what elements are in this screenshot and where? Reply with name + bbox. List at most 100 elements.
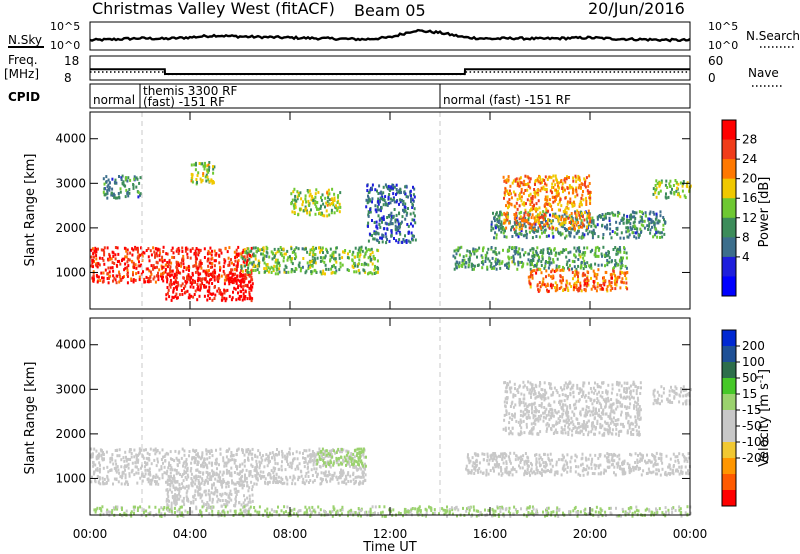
scatter-cell (219, 288, 221, 292)
scatter-cell (283, 505, 286, 509)
scatter-cell (604, 212, 607, 216)
scatter-cell (323, 451, 326, 455)
scatter-cell (325, 201, 328, 205)
scatter-cell (168, 461, 171, 465)
scatter-cell (242, 480, 245, 484)
scatter-cell (208, 269, 210, 273)
scatter-cell (238, 477, 241, 481)
nave-label: Nave (748, 66, 779, 80)
scatter-cell (539, 189, 542, 193)
scatter-cell (190, 477, 193, 480)
scatter-cell (96, 265, 99, 269)
scatter-cell (565, 234, 568, 238)
scatter-cell (519, 176, 522, 180)
scatter-cell (578, 202, 581, 206)
scatter-cell (201, 162, 204, 166)
scatter-cell (520, 227, 523, 231)
scatter-cell (518, 204, 521, 208)
scatter-cell (647, 228, 650, 231)
scatter-cell (655, 215, 658, 219)
scatter-cell (207, 264, 210, 268)
scatter-cell (601, 213, 604, 216)
scatter-cell (678, 508, 681, 512)
scatter-cell (533, 188, 536, 191)
scatter-cell (184, 475, 187, 479)
scatter-cell (410, 200, 412, 204)
scatter-cell (238, 465, 241, 468)
scatter-cell (565, 283, 568, 287)
scatter-cell (386, 227, 389, 231)
scatter-cell (412, 211, 415, 215)
scatter-cell (316, 201, 319, 205)
scatter-cell (196, 452, 199, 456)
scatter-cell (601, 286, 604, 290)
scatter-cell (170, 479, 173, 483)
scatter-cell (227, 495, 230, 499)
scatter-cell (201, 477, 204, 481)
scatter-cell (575, 270, 578, 274)
scatter-cell (237, 481, 240, 484)
scatter-cell (138, 451, 141, 455)
scatter-cell (402, 208, 404, 212)
scatter-cell (506, 178, 509, 182)
scatter-cell (180, 456, 183, 460)
scatter-cell (576, 514, 579, 518)
scatter-cell (128, 188, 131, 191)
scatter-cell (494, 231, 497, 235)
scatter-cell (528, 230, 531, 234)
scatter-cell (572, 188, 574, 191)
scatter-cell (227, 273, 230, 277)
scatter-cell (381, 216, 383, 220)
scatter-cell (318, 211, 321, 215)
scatter-cell (208, 168, 210, 172)
scatter-cell (153, 275, 156, 279)
scatter-cell (551, 214, 554, 218)
scatter-cell (308, 213, 311, 217)
scatter-cell (480, 254, 483, 258)
scatter-cell (235, 453, 238, 457)
scatter-cell (320, 196, 322, 200)
scatter-cell (187, 484, 190, 488)
scatter-cell (125, 455, 127, 459)
scatter-cell (302, 452, 304, 455)
scatter-cell (154, 253, 157, 257)
scatter-cell (102, 276, 105, 280)
scatter-cell (101, 476, 104, 480)
scatter-cell (510, 256, 513, 260)
scatter-cell (586, 276, 589, 280)
scatter-cell (608, 281, 611, 285)
velocity-scatter (90, 380, 692, 518)
scatter-cell (631, 231, 634, 235)
scatter-cell (574, 211, 577, 215)
scatter-cell (321, 248, 324, 252)
scatter-cell (206, 457, 209, 461)
scatter-cell (168, 463, 170, 467)
scatter-cell (503, 191, 506, 195)
scatter-cell (284, 252, 287, 256)
scatter-cell (384, 201, 387, 205)
scatter-cell (413, 218, 416, 222)
scatter-cell (605, 254, 608, 258)
scatter-cell (326, 214, 329, 218)
scatter-cell (615, 261, 618, 265)
scatter-cell (357, 269, 360, 272)
scatter-cell (518, 217, 521, 221)
scatter-cell (246, 480, 249, 484)
scatter-cell (425, 511, 428, 515)
scatter-cell (625, 221, 628, 225)
scatter-cell (381, 236, 384, 240)
scatter-cell (573, 265, 576, 269)
scatter-cell (206, 259, 209, 263)
date-title: 20/Jun/2016 (588, 0, 685, 18)
scatter-cell (375, 210, 378, 214)
scatter-cell (577, 278, 580, 282)
scatter-cell (500, 226, 502, 230)
scatter-cell (618, 246, 621, 249)
scatter-cell (195, 257, 198, 261)
scatter-cell (318, 511, 321, 515)
scatter-cell (206, 164, 209, 168)
scatter-cell (128, 474, 131, 478)
scatter-cell (404, 192, 407, 196)
scatter-cell (305, 508, 308, 512)
scatter-cell (137, 195, 140, 199)
